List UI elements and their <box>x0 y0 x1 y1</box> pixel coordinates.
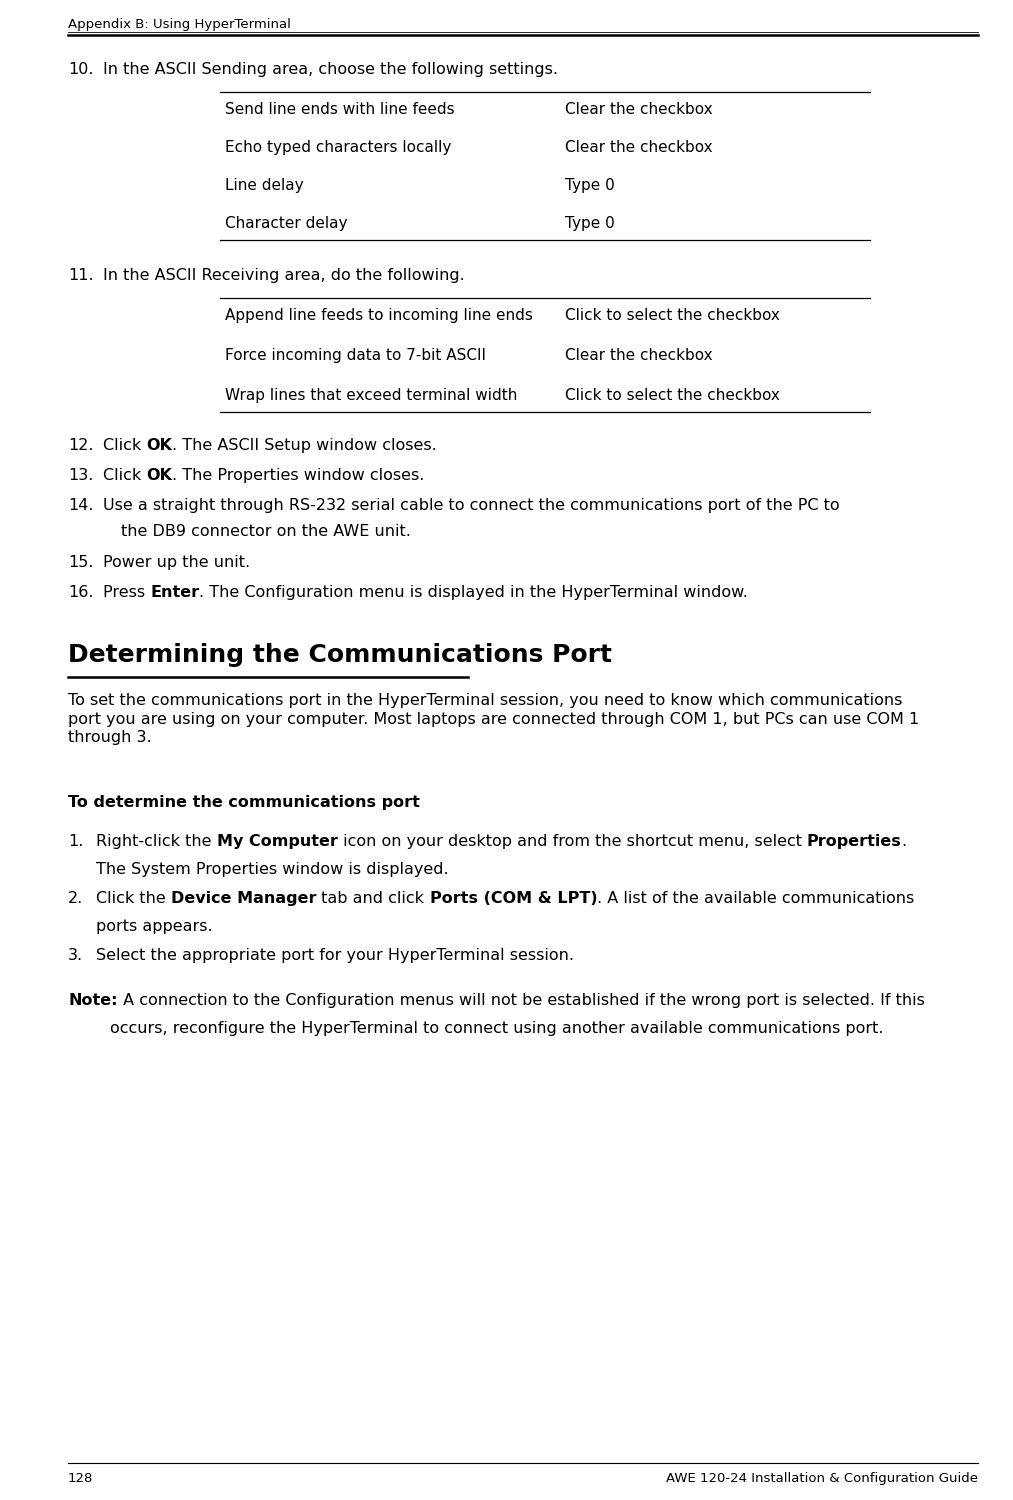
Text: Click to select the checkbox: Click to select the checkbox <box>565 388 780 404</box>
Text: Append line feeds to incoming line ends: Append line feeds to incoming line ends <box>225 308 533 322</box>
Text: Note:: Note: <box>68 993 118 1008</box>
Text: Click: Click <box>103 468 146 483</box>
Text: 128: 128 <box>68 1472 93 1485</box>
Text: 13.: 13. <box>68 468 93 483</box>
Text: Device Manager: Device Manager <box>171 891 316 906</box>
Text: tab and click: tab and click <box>316 891 430 906</box>
Text: The System Properties window is displayed.: The System Properties window is displaye… <box>96 861 449 876</box>
Text: the DB9 connector on the AWE unit.: the DB9 connector on the AWE unit. <box>121 525 411 540</box>
Text: Ports (COM & LPT): Ports (COM & LPT) <box>430 891 597 906</box>
Text: Clear the checkbox: Clear the checkbox <box>565 102 712 117</box>
Text: Click the: Click the <box>96 891 171 906</box>
Text: Click: Click <box>103 438 146 453</box>
Text: 14.: 14. <box>68 498 93 513</box>
Text: . The ASCII Setup window closes.: . The ASCII Setup window closes. <box>172 438 437 453</box>
Text: icon on your desktop and from the shortcut menu, select: icon on your desktop and from the shortc… <box>337 834 806 849</box>
Text: Click to select the checkbox: Click to select the checkbox <box>565 308 780 322</box>
Text: . A list of the available communications: . A list of the available communications <box>597 891 915 906</box>
Text: 1.: 1. <box>68 834 83 849</box>
Text: A connection to the Configuration menus will not be established if the wrong por: A connection to the Configuration menus … <box>118 993 925 1008</box>
Text: Appendix B: Using HyperTerminal: Appendix B: Using HyperTerminal <box>68 18 291 32</box>
Text: Wrap lines that exceed terminal width: Wrap lines that exceed terminal width <box>225 388 518 404</box>
Text: OK: OK <box>146 438 172 453</box>
Text: 16.: 16. <box>68 585 93 600</box>
Text: Type 0: Type 0 <box>565 216 615 231</box>
Text: 11.: 11. <box>68 268 93 284</box>
Text: 10.: 10. <box>68 62 93 76</box>
Text: Determining the Communications Port: Determining the Communications Port <box>68 644 612 668</box>
Text: ports appears.: ports appears. <box>96 918 213 933</box>
Text: Character delay: Character delay <box>225 216 347 231</box>
Text: 12.: 12. <box>68 438 93 453</box>
Text: AWE 120-24 Installation & Configuration Guide: AWE 120-24 Installation & Configuration … <box>666 1472 978 1485</box>
Text: OK: OK <box>146 468 172 483</box>
Text: In the ASCII Sending area, choose the following settings.: In the ASCII Sending area, choose the fo… <box>103 62 558 76</box>
Text: Select the appropriate port for your HyperTerminal session.: Select the appropriate port for your Hyp… <box>96 948 574 963</box>
Text: Press: Press <box>103 585 150 600</box>
Text: .: . <box>902 834 907 849</box>
Text: Use a straight through RS-232 serial cable to connect the communications port of: Use a straight through RS-232 serial cab… <box>103 498 840 513</box>
Text: Clear the checkbox: Clear the checkbox <box>565 140 712 154</box>
Text: Send line ends with line feeds: Send line ends with line feeds <box>225 102 455 117</box>
Text: Line delay: Line delay <box>225 178 304 194</box>
Text: To determine the communications port: To determine the communications port <box>68 795 419 810</box>
Text: Enter: Enter <box>150 585 200 600</box>
Text: Echo typed characters locally: Echo typed characters locally <box>225 140 452 154</box>
Text: Type 0: Type 0 <box>565 178 615 194</box>
Text: Properties: Properties <box>806 834 902 849</box>
Text: My Computer: My Computer <box>217 834 337 849</box>
Text: 15.: 15. <box>68 555 93 570</box>
Text: In the ASCII Receiving area, do the following.: In the ASCII Receiving area, do the foll… <box>103 268 465 284</box>
Text: Right-click the: Right-click the <box>96 834 217 849</box>
Text: Power up the unit.: Power up the unit. <box>103 555 250 570</box>
Text: Force incoming data to 7-bit ASCII: Force incoming data to 7-bit ASCII <box>225 348 486 363</box>
Text: occurs, reconfigure the HyperTerminal to connect using another available communi: occurs, reconfigure the HyperTerminal to… <box>110 1020 883 1035</box>
Text: Clear the checkbox: Clear the checkbox <box>565 348 712 363</box>
Text: To set the communications port in the HyperTerminal session, you need to know wh: To set the communications port in the Hy… <box>68 693 919 746</box>
Text: . The Configuration menu is displayed in the HyperTerminal window.: . The Configuration menu is displayed in… <box>200 585 749 600</box>
Text: . The Properties window closes.: . The Properties window closes. <box>172 468 424 483</box>
Text: 3.: 3. <box>68 948 83 963</box>
Text: 2.: 2. <box>68 891 83 906</box>
